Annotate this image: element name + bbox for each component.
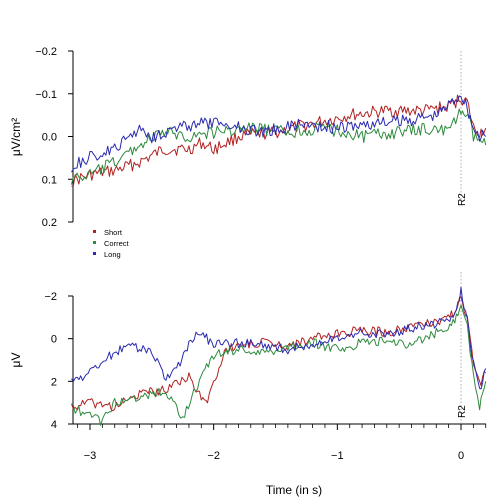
csd-panel: R2 −0.2 −0.1 0.0 0.1 0.2 μV/cm² Short Correc… [9, 46, 487, 259]
bottom-y-tick-label: 0 [51, 334, 57, 346]
legend-swatch-short [93, 230, 96, 233]
top-r2-marker-label: R2 [457, 193, 468, 206]
top-trace-short [71, 94, 487, 187]
legend-swatch-long [93, 252, 96, 255]
x-tick-label: −3 [84, 450, 97, 462]
x-axis-label: Time (in s) [266, 483, 322, 497]
top-y-tick-label: −0.1 [35, 89, 57, 101]
legend-label-correct: Correct [104, 239, 130, 248]
bottom-trace-correct [71, 304, 487, 426]
bottom-r2-marker-label: R2 [457, 405, 468, 418]
legend-swatch-correct [93, 241, 96, 244]
legend-label-long: Long [104, 250, 121, 259]
top-trace-long [71, 95, 487, 173]
top-y-tick-label: −0.2 [35, 46, 57, 58]
x-tick-label: −1 [331, 450, 344, 462]
voltage-panel: R2 −2 0 2 4 −3 −2 −1 0 μV Time (in s) [9, 272, 487, 497]
bottom-y-tick-label: 2 [51, 376, 57, 388]
top-y-tick-label: 0.1 [42, 174, 57, 186]
legend: Short Correct Long [93, 228, 130, 259]
legend-label-short: Short [104, 228, 123, 237]
x-tick-label: −2 [207, 450, 220, 462]
x-tick-label: 0 [458, 450, 464, 462]
top-trace-correct [71, 108, 487, 185]
bottom-y-axis-label: μV [9, 353, 23, 368]
bottom-y-tick-label: 4 [51, 419, 57, 431]
bottom-trace-short [71, 296, 487, 412]
top-y-axis-label: μV/cm² [9, 118, 23, 156]
bottom-y-tick-label: −2 [44, 291, 57, 303]
top-y-tick-label: 0.0 [42, 132, 57, 144]
top-y-tick-label: 0.2 [42, 217, 57, 229]
bottom-trace-long [71, 286, 487, 390]
